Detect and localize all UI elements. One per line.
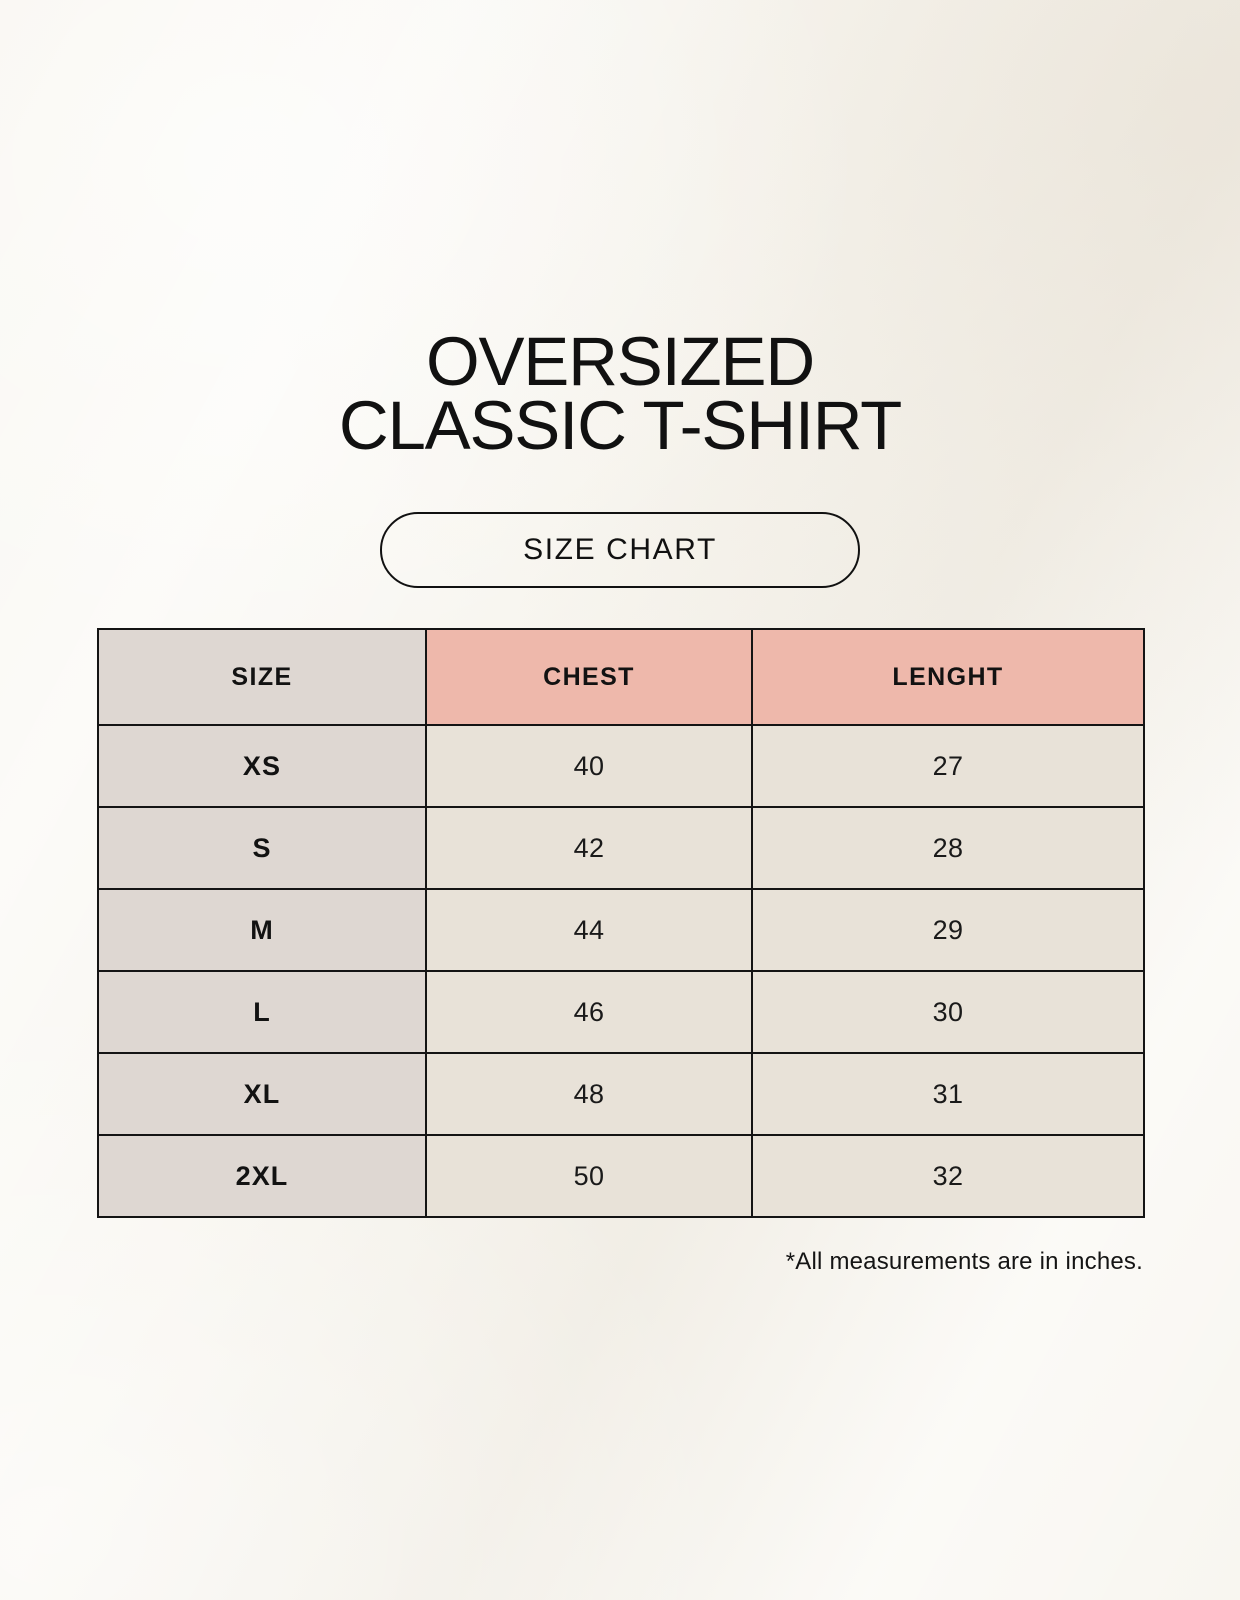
cell-size: S xyxy=(97,806,427,890)
cell-length-value: 28 xyxy=(932,832,964,863)
cell-length: 32 xyxy=(751,1134,1145,1218)
cell-size-label: XS xyxy=(242,750,282,781)
cell-chest-value: 40 xyxy=(573,750,605,781)
size-chart-table-container: SIZE CHEST LENGHT XS 40 xyxy=(97,628,1145,1218)
cell-chest-value: 50 xyxy=(573,1160,605,1191)
cell-length: 30 xyxy=(751,970,1145,1054)
column-header-chest-label: CHEST xyxy=(543,662,635,691)
column-header-chest: CHEST xyxy=(425,628,753,726)
table-row: 2XL 50 32 xyxy=(97,1134,1145,1218)
cell-length-value: 30 xyxy=(932,996,964,1027)
cell-size-label: L xyxy=(253,996,271,1027)
cell-size: XL xyxy=(97,1052,427,1136)
cell-size-label: XL xyxy=(243,1078,281,1109)
cell-length: 27 xyxy=(751,724,1145,808)
cell-size: XS xyxy=(97,724,427,808)
cell-length-value: 27 xyxy=(932,750,964,781)
cell-chest: 40 xyxy=(425,724,753,808)
table-header-row: SIZE CHEST LENGHT xyxy=(97,628,1145,726)
cell-length: 31 xyxy=(751,1052,1145,1136)
title-line-primary: OVERSIZED xyxy=(426,323,815,400)
table-header: SIZE CHEST LENGHT xyxy=(97,628,1145,726)
cell-chest-value: 46 xyxy=(573,996,605,1027)
cell-size-label: 2XL xyxy=(235,1160,289,1191)
table-row: S 42 28 xyxy=(97,806,1145,890)
cell-size: 2XL xyxy=(97,1134,427,1218)
cell-chest-value: 48 xyxy=(573,1078,605,1109)
cell-chest-value: 42 xyxy=(573,832,605,863)
cell-length: 28 xyxy=(751,806,1145,890)
cell-chest: 44 xyxy=(425,888,753,972)
measurement-unit-footnote: *All measurements are in inches. xyxy=(785,1248,1143,1275)
cell-length: 29 xyxy=(751,888,1145,972)
table-row: XL 48 31 xyxy=(97,1052,1145,1136)
column-header-size-label: SIZE xyxy=(231,662,293,691)
column-header-length: LENGHT xyxy=(751,628,1145,726)
cell-chest: 50 xyxy=(425,1134,753,1218)
size-chart-badge-label: SIZE CHART xyxy=(523,533,717,566)
cell-chest: 42 xyxy=(425,806,753,890)
table-row: XS 40 27 xyxy=(97,724,1145,808)
size-chart-table: SIZE CHEST LENGHT XS 40 xyxy=(97,628,1145,1218)
size-chart-badge: SIZE CHART xyxy=(380,512,860,588)
cell-size: L xyxy=(97,970,427,1054)
column-header-size: SIZE xyxy=(97,628,427,726)
cell-chest: 46 xyxy=(425,970,753,1054)
table-row: L 46 30 xyxy=(97,970,1145,1054)
cell-size-label: S xyxy=(252,832,272,863)
column-header-length-label: LENGHT xyxy=(892,662,1004,691)
cell-length-value: 29 xyxy=(932,914,964,945)
title-line-secondary: CLASSIC T-SHIRT xyxy=(338,387,902,464)
cell-chest: 48 xyxy=(425,1052,753,1136)
cell-chest-value: 44 xyxy=(573,914,605,945)
table-row: M 44 29 xyxy=(97,888,1145,972)
page-title: OVERSIZED CLASSIC T-SHIRT xyxy=(0,323,1240,464)
cell-length-value: 31 xyxy=(932,1078,964,1109)
table-body: XS 40 27 S 42 xyxy=(97,724,1145,1218)
cell-size-label: M xyxy=(250,914,274,945)
cell-size: M xyxy=(97,888,427,972)
cell-length-value: 32 xyxy=(932,1160,964,1191)
